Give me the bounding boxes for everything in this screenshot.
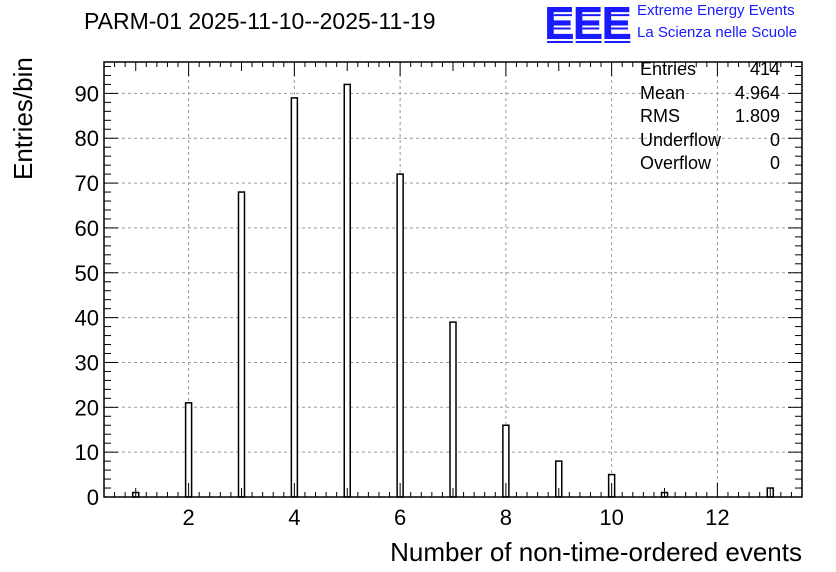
y-tick-label: 30 xyxy=(75,350,99,375)
y-tick-label: 0 xyxy=(87,485,99,510)
y-tick-label: 60 xyxy=(75,216,99,241)
stat-label: Entries xyxy=(640,59,697,79)
x-tick-label: 2 xyxy=(182,505,194,530)
histogram-bar xyxy=(290,97,299,498)
stat-row-mean: Mean 4.964 xyxy=(640,82,780,106)
y-tick-label: 90 xyxy=(75,81,99,106)
histogram-bar xyxy=(449,321,457,498)
stat-label: Underflow xyxy=(640,129,722,150)
y-tick-label: 10 xyxy=(75,440,99,465)
stat-row-overflow: Overflow 0 xyxy=(640,152,780,176)
histogram-bar xyxy=(237,191,246,498)
stat-row-underflow: Underflow 0 xyxy=(640,129,780,153)
stat-value: 0 xyxy=(769,153,780,173)
stat-label: Mean xyxy=(640,82,686,103)
logo-line-1: Extreme Energy Events xyxy=(637,2,795,19)
x-tick-label: 10 xyxy=(599,505,623,530)
stat-label: RMS xyxy=(640,106,680,126)
y-tick-label: 40 xyxy=(75,306,99,331)
histogram-bar xyxy=(184,402,193,498)
x-tick-label: 12 xyxy=(705,505,729,530)
stat-value: 414 xyxy=(749,59,780,79)
y-axis-label: Entries/bin xyxy=(8,57,38,180)
y-tick-label: 20 xyxy=(75,395,99,420)
histogram-bar xyxy=(396,173,404,498)
stat-row-rms: RMS 1.809 xyxy=(640,105,780,129)
stat-value: 0 xyxy=(769,129,780,150)
x-tick-label: 6 xyxy=(394,505,406,530)
x-tick-label: 4 xyxy=(288,505,300,530)
y-tick-label: 80 xyxy=(75,126,99,151)
histogram-bar xyxy=(343,83,351,498)
x-axis-label: Number of non-time-ordered events xyxy=(390,537,802,567)
logo-line-2: La Scienza nelle Scuole xyxy=(637,24,798,41)
stats-box: Entries 414 Mean 4.964 RMS 1.809 Underfl… xyxy=(640,58,780,176)
x-tick-label: 8 xyxy=(500,505,512,530)
y-tick-label: 70 xyxy=(75,171,99,196)
chart-title: PARM-01 2025-11-10--2025-11-19 xyxy=(84,8,436,34)
eee-logo: EEE xyxy=(544,0,632,49)
stat-value: 4.964 xyxy=(734,82,780,103)
y-tick-label: 50 xyxy=(75,261,99,286)
stat-row-entries: Entries 414 xyxy=(640,58,780,82)
stat-label: Overflow xyxy=(640,153,712,173)
stat-value: 1.809 xyxy=(734,106,780,126)
